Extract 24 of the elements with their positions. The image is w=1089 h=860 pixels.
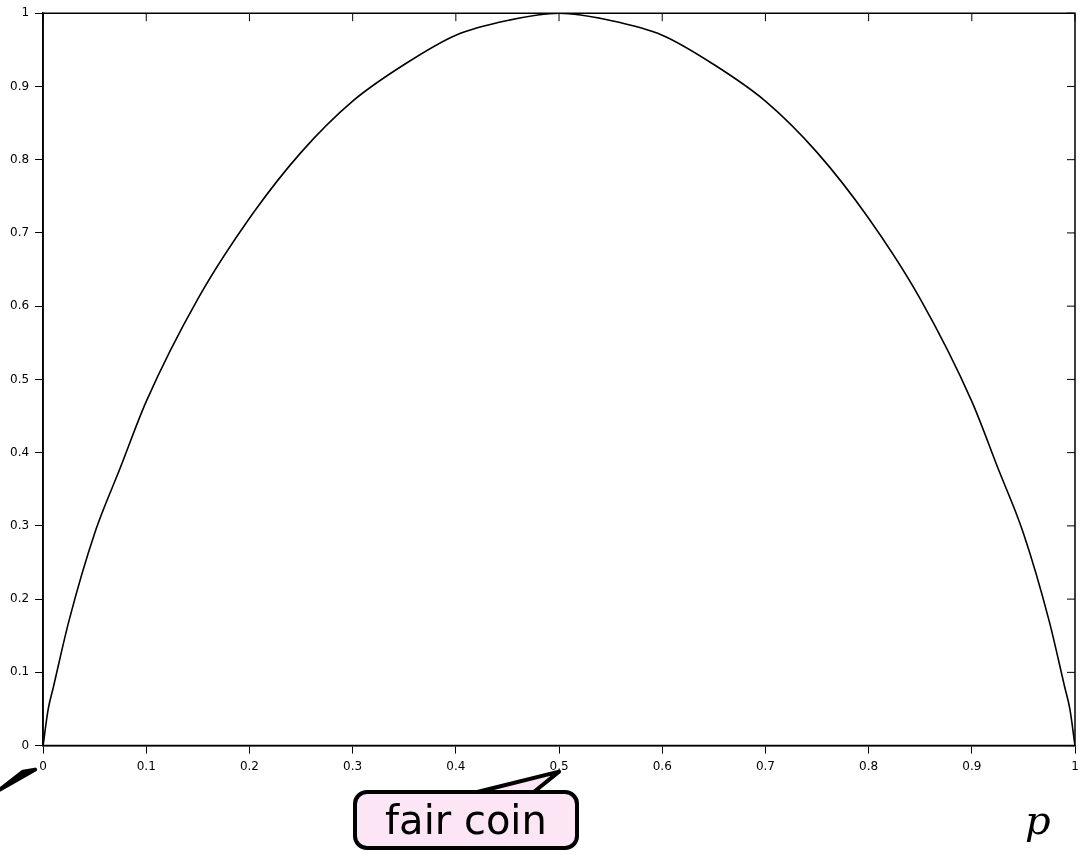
x-tick-label: 0 [39,758,47,773]
x-tick-label: 1 [1071,758,1079,773]
x-axis-title: p [1025,797,1051,843]
text: fair coin [353,790,579,850]
y-tick-label: 0 [21,737,30,752]
y-tick-label: 0.1 [9,664,30,679]
x-tick-label: 0.4 [446,758,466,773]
x-tick-label: 0.3 [343,758,363,773]
y-tick-label: 0.2 [9,591,30,606]
y-tick-label: 0.4 [9,444,30,459]
x-tick-label: 0.6 [652,758,672,773]
x-tick-label: 0.8 [859,758,879,773]
x-tick-label: 0.2 [239,758,260,773]
y-tick-label: 1 [21,5,30,20]
y-tick-label: 0.3 [9,518,30,533]
y-tick-label: 0.5 [9,371,30,386]
x-tick-label: 0.9 [962,758,982,773]
y-tick-label: 0.7 [9,225,30,240]
y-tick-label: 0.9 [9,78,30,93]
x-tick-label: 0.1 [136,758,156,773]
y-tick-label: 0.6 [9,298,30,313]
y-tick-label: 0.8 [9,151,30,166]
x-tick-label: 0.7 [755,758,775,773]
x-tick-label: 0.5 [549,758,569,773]
